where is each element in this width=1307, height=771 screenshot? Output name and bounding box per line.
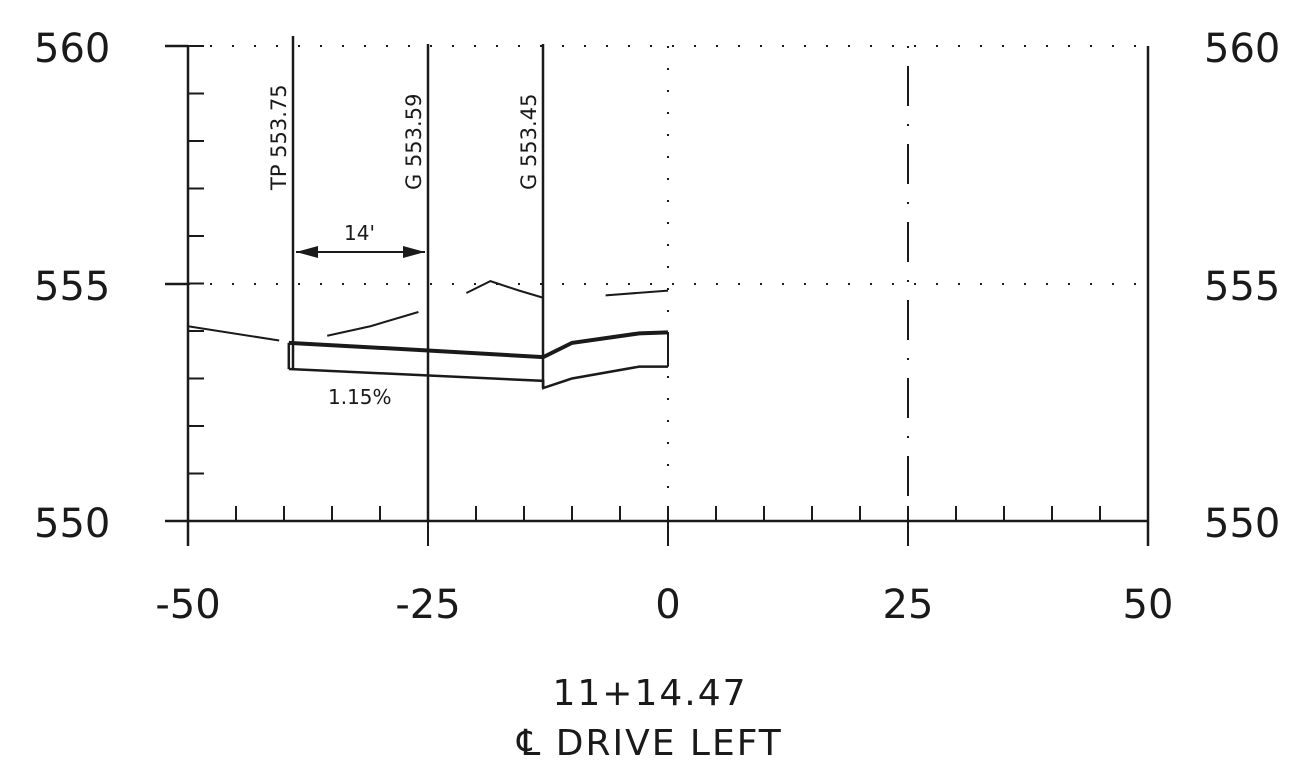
- right-axis-label-560: 560: [1204, 26, 1280, 72]
- proposed-bottom-line: [288, 365, 668, 390]
- x-tick-label-0: 0: [655, 582, 680, 628]
- dimension-label: 14': [344, 221, 375, 245]
- left-axis-label-560: 560: [34, 26, 110, 72]
- callout-label-g2: G 553.45: [517, 94, 541, 190]
- proposed-top-line: [288, 330, 669, 360]
- left-axis-label-550: 550: [34, 501, 110, 547]
- existing-ground-segment: [605, 289, 669, 297]
- alignment-label: ℄ DRIVE LEFT: [516, 723, 783, 764]
- right-axis-label-555: 555: [1204, 264, 1280, 310]
- grid: [165, 44, 1150, 546]
- existing-ground-segment: [326, 311, 419, 337]
- callout-label-g1: G 553.59: [402, 94, 426, 190]
- slope-label: 1.15%: [328, 385, 392, 409]
- existing-ground-segment: [465, 280, 544, 299]
- callout-label-tp: TP 553.75: [267, 84, 291, 191]
- right-axis-label-550: 550: [1204, 501, 1280, 547]
- profiles: [187, 280, 669, 390]
- minor-y-ticks: [188, 45, 204, 522]
- left-axis-label-555: 555: [34, 264, 110, 310]
- x-tick-label-neg50: -50: [155, 582, 220, 628]
- x-tick-label-50: 50: [1123, 582, 1174, 628]
- x-tick-label-neg25: -25: [395, 582, 460, 628]
- station-label: 11+14.47: [552, 673, 747, 714]
- x-tick-label-25: 25: [883, 582, 934, 628]
- minor-x-ticks: [187, 506, 1149, 546]
- existing-ground-line: [187, 325, 280, 342]
- dimension-14ft: [296, 246, 425, 258]
